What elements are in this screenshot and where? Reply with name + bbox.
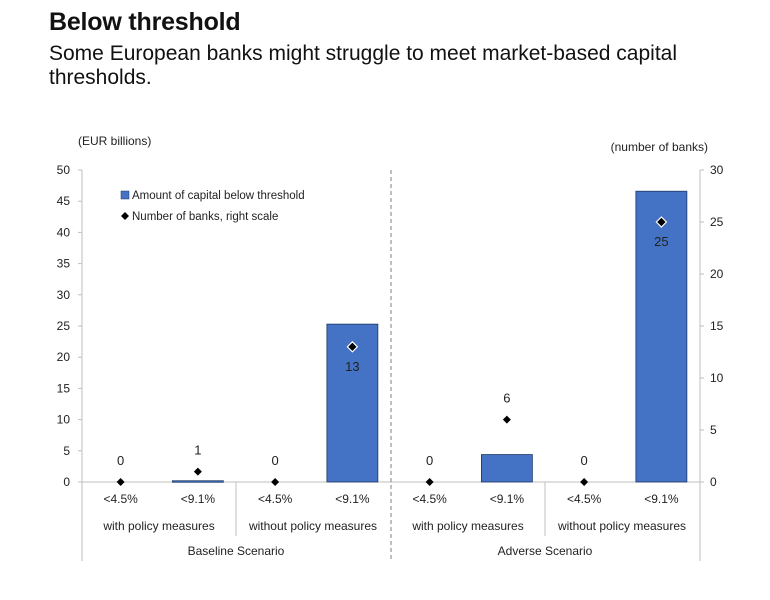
legend-marker-swatch bbox=[121, 212, 129, 220]
right-axis-label: (number of banks) bbox=[611, 140, 708, 154]
right-tick-label: 20 bbox=[710, 267, 724, 281]
right-tick-label: 30 bbox=[710, 163, 724, 177]
category-label: <9.1% bbox=[181, 492, 216, 506]
legend-bar-label: Amount of capital below threshold bbox=[132, 190, 305, 202]
chart-title: Below threshold bbox=[49, 8, 241, 36]
subgroup-label-4: without policy measures bbox=[557, 519, 686, 533]
bank-count-marker bbox=[655, 216, 668, 228]
bank-count-marker bbox=[346, 340, 359, 353]
group-label-baseline: Baseline Scenario bbox=[188, 544, 285, 558]
left-tick-label: 10 bbox=[57, 413, 71, 427]
bank-count-label: 13 bbox=[345, 359, 359, 374]
bank-count-marker bbox=[502, 415, 511, 424]
category-label: <4.5% bbox=[103, 492, 138, 506]
subgroup-label-3: with policy measures bbox=[411, 519, 523, 533]
left-tick-label: 25 bbox=[57, 319, 71, 333]
bank-count-label: 1 bbox=[194, 443, 201, 458]
bank-count-label: 0 bbox=[272, 453, 279, 468]
bank-count-marker bbox=[580, 478, 589, 486]
left-tick-label: 5 bbox=[63, 444, 70, 458]
bar bbox=[635, 190, 688, 483]
bank-count-label: 6 bbox=[503, 391, 510, 406]
legend-bar-swatch bbox=[120, 190, 130, 200]
left-tick-label: 45 bbox=[57, 194, 71, 208]
legend-marker-label: Number of banks, right scale bbox=[132, 211, 278, 223]
category-label: <4.5% bbox=[258, 492, 293, 506]
left-tick-label: 50 bbox=[57, 163, 71, 177]
left-tick-label: 35 bbox=[57, 257, 71, 271]
bank-count-marker bbox=[425, 478, 434, 486]
bar bbox=[480, 454, 533, 483]
left-tick-label: 40 bbox=[57, 225, 71, 239]
left-tick-label: 0 bbox=[63, 475, 70, 489]
right-tick-label: 25 bbox=[710, 215, 724, 229]
right-tick-label: 10 bbox=[710, 371, 724, 385]
bank-count-marker bbox=[116, 478, 125, 486]
bank-count-marker bbox=[193, 467, 202, 476]
bank-count-label: 0 bbox=[426, 453, 433, 468]
category-label: <9.1% bbox=[490, 492, 525, 506]
bar bbox=[171, 480, 224, 483]
category-label: <4.5% bbox=[412, 492, 447, 506]
category-label: <9.1% bbox=[335, 492, 370, 506]
category-label: <4.5% bbox=[567, 492, 602, 506]
right-tick-label: 0 bbox=[710, 475, 717, 489]
subgroup-label-2: without policy measures bbox=[248, 519, 377, 533]
chart-subtitle: Some European banks might struggle to me… bbox=[49, 42, 678, 89]
subgroup-label-1: with policy measures bbox=[102, 519, 214, 533]
left-tick-label: 30 bbox=[57, 288, 71, 302]
left-tick-label: 20 bbox=[57, 350, 71, 364]
bank-count-label: 0 bbox=[581, 453, 588, 468]
right-tick-label: 5 bbox=[710, 423, 717, 437]
group-label-adverse: Adverse Scenario bbox=[498, 544, 593, 558]
left-tick-label: 15 bbox=[57, 381, 71, 395]
legend: Amount of capital below threshold Number… bbox=[120, 190, 305, 223]
bank-count-label: 0 bbox=[117, 453, 124, 468]
left-axis-label: (EUR billions) bbox=[78, 134, 151, 148]
right-tick-label: 15 bbox=[710, 319, 724, 333]
bank-count-marker bbox=[271, 478, 280, 486]
bank-count-label: 25 bbox=[654, 234, 668, 249]
category-label: <9.1% bbox=[644, 492, 679, 506]
